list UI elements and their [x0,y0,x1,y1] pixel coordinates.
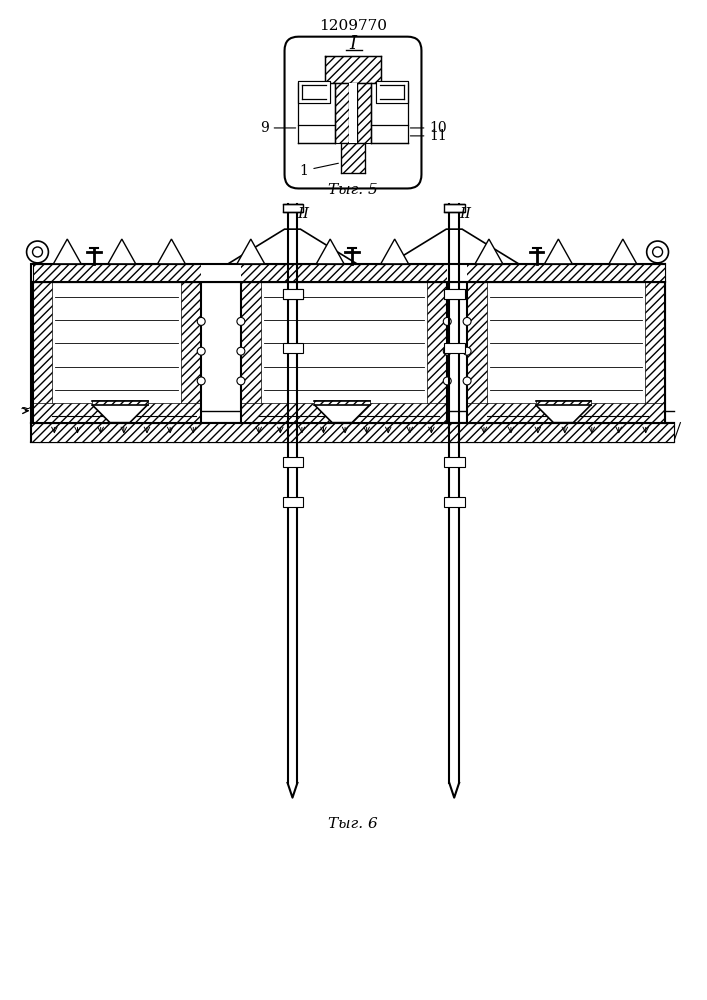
Bar [30,423,674,442]
Bar [349,83,357,143]
Text: Τыг. 5: Τыг. 5 [328,183,378,197]
Bar [283,204,303,212]
Circle shape [463,377,471,385]
Bar [325,56,381,83]
Text: 11: 11 [410,129,447,143]
Text: Τыг. 6: Τыг. 6 [328,817,378,831]
Bar [241,403,448,423]
Circle shape [463,347,471,355]
Polygon shape [475,239,503,264]
Polygon shape [315,405,370,423]
Bar [645,282,665,423]
Polygon shape [108,239,136,264]
Circle shape [237,347,245,355]
Text: ~: ~ [20,402,31,416]
Circle shape [443,377,451,385]
Bar [341,143,365,173]
Polygon shape [316,239,344,264]
Bar [444,289,465,299]
Bar [536,400,591,405]
Circle shape [27,241,48,263]
Bar [315,400,370,405]
Bar [92,400,148,405]
Circle shape [653,247,662,257]
Bar [92,400,148,405]
Text: I: I [349,35,356,53]
Text: 1: 1 [300,163,339,178]
Polygon shape [92,405,148,423]
Bar [315,400,370,405]
Bar [283,457,303,467]
Circle shape [443,317,451,325]
Bar [298,81,330,103]
Polygon shape [390,229,519,264]
Bar [335,83,349,143]
Bar [444,204,465,212]
Text: II: II [298,207,310,221]
Bar [444,457,465,467]
Polygon shape [237,239,264,264]
Circle shape [33,247,42,257]
Polygon shape [228,229,357,264]
Circle shape [237,377,245,385]
Bar [448,264,467,282]
Bar [182,282,201,423]
Circle shape [647,241,669,263]
Bar [298,81,330,103]
Bar [283,343,303,353]
Polygon shape [609,239,637,264]
Bar [33,403,201,423]
Bar [241,282,261,423]
Text: 9: 9 [260,121,296,135]
Bar [283,289,303,299]
Polygon shape [544,239,572,264]
Bar [467,403,665,423]
Polygon shape [536,405,591,423]
Bar [444,289,465,299]
Text: 10: 10 [410,121,447,135]
Bar [283,289,303,299]
Text: II: II [459,207,471,221]
Bar [376,81,407,103]
Bar [444,343,465,353]
Bar [371,83,407,143]
Bar [201,264,241,282]
Circle shape [197,377,205,385]
Circle shape [463,317,471,325]
Circle shape [197,317,205,325]
Bar [428,282,448,423]
Bar [536,400,591,405]
Bar [33,264,665,282]
FancyBboxPatch shape [284,37,421,188]
Bar [303,85,326,99]
Bar [298,83,335,143]
Polygon shape [390,229,519,264]
Circle shape [237,317,245,325]
Circle shape [443,347,451,355]
Bar [283,497,303,507]
Bar [376,81,407,103]
Bar [467,282,487,423]
Polygon shape [228,229,357,264]
Bar [380,85,404,99]
Bar [444,497,465,507]
Polygon shape [381,239,409,264]
Polygon shape [158,239,185,264]
Text: 1209770: 1209770 [319,19,387,33]
Bar [357,83,371,143]
Bar [33,282,52,423]
Circle shape [197,347,205,355]
Polygon shape [53,239,81,264]
Bar [30,423,674,442]
